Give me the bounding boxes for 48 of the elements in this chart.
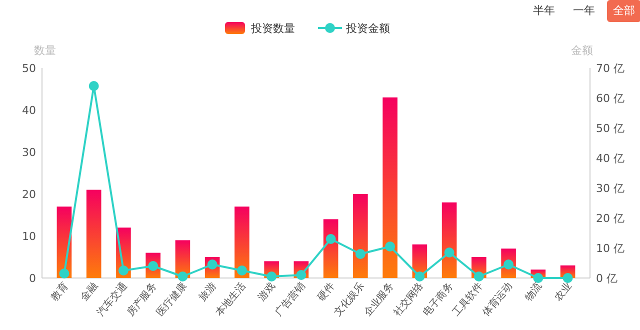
text: 半年 xyxy=(533,4,555,17)
y-axis-title: 数量 xyxy=(34,44,56,57)
x-tick-label: 教育 xyxy=(48,280,71,304)
y-tick-label: 30 xyxy=(22,146,36,159)
x-tick-label: 硬件 xyxy=(316,280,338,304)
y2-tick-label: 40 亿 xyxy=(596,152,624,165)
y-tick-label: 50 xyxy=(22,62,36,75)
bar xyxy=(353,194,368,278)
y2-tick-label: 0 亿 xyxy=(596,272,618,285)
x-tick-label: 金融 xyxy=(78,280,100,304)
point xyxy=(59,268,70,278)
y-tick-label: 0 xyxy=(29,272,36,285)
point xyxy=(355,249,366,259)
y2-axis-title: 金额 xyxy=(571,44,593,57)
point xyxy=(178,272,188,282)
point xyxy=(88,81,99,91)
y2-tick-label: 20 亿 xyxy=(596,212,624,225)
x-tick-label: 旅游 xyxy=(196,280,219,304)
y2-tick-label: 60 亿 xyxy=(596,92,624,105)
text: 一年 xyxy=(573,4,595,17)
point xyxy=(118,266,128,276)
bar xyxy=(234,206,250,278)
y-tick-label: 10 xyxy=(22,230,36,243)
bar xyxy=(382,97,398,278)
point xyxy=(474,272,484,282)
point xyxy=(236,266,247,276)
point xyxy=(414,272,425,282)
y2-tick-label: 50 亿 xyxy=(596,122,624,135)
x-tick-label: 农业 xyxy=(552,280,574,304)
y2-tick-label: 30 亿 xyxy=(596,182,624,195)
point xyxy=(296,270,306,280)
x-tick-label: 物流 xyxy=(522,280,544,304)
y-tick-label: 40 xyxy=(22,104,36,117)
point xyxy=(385,242,396,252)
y2-tick-label: 10 亿 xyxy=(596,242,624,255)
legend-label: 投资金额 xyxy=(345,22,390,35)
bar xyxy=(86,190,102,278)
legend-label: 投资数量 xyxy=(250,22,295,35)
bar xyxy=(442,202,457,278)
point xyxy=(326,234,336,244)
text: 全部 xyxy=(613,4,635,17)
point xyxy=(266,272,277,282)
point xyxy=(562,273,573,283)
x-tick-label: 游戏 xyxy=(256,280,278,304)
y2-tick-label: 70 亿 xyxy=(596,62,624,75)
y-tick-label: 20 xyxy=(22,188,36,201)
point xyxy=(444,248,454,258)
x-tick-label: 医疗健康 xyxy=(154,280,189,319)
